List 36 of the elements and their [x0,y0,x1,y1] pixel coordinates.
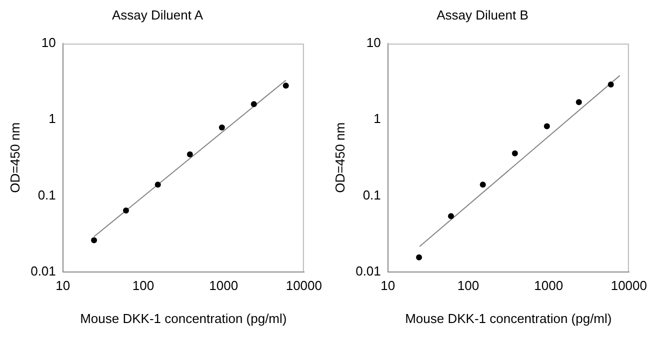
x-tick-label: 10000 [610,278,648,294]
y-axis-title: OD=450 nm [332,122,348,193]
y-tick-label: 1 [48,111,56,126]
point [512,150,518,156]
chart-title: Assay Diluent A [112,7,204,22]
x-tick-label: 100 [457,278,480,294]
x-tick-label: 10000 [286,278,322,294]
point [282,82,289,89]
y-axis-title: OD=450 nm [7,122,22,193]
x-tick-label: 1000 [209,278,238,294]
y-tick-label: 1 [374,111,381,126]
x-axis-title: Mouse DKK-1 concentration (pg/ml) [405,310,612,326]
y-tick-label: 0.1 [38,187,56,202]
point [250,101,257,108]
point [576,99,582,106]
x-axis-title: Mouse DKK-1 concentration (pg/ml) [80,310,287,326]
x-tick-label: 10 [56,278,70,294]
y-tick-label: 10 [366,35,381,50]
x-tick-label: 10 [380,278,396,294]
point [91,237,98,244]
x-tick-label: 100 [132,278,154,294]
chart-title: Assay Diluent B [436,7,528,22]
y-tick-label: 0.01 [356,263,381,278]
point [480,182,486,188]
point [544,123,550,130]
y-tick-label: 0.01 [30,263,56,278]
point [218,124,225,130]
point [186,151,193,158]
point [122,207,129,214]
y-tick-label: 0.1 [362,187,381,202]
x-tick-label: 1000 [534,278,564,294]
point [608,81,614,88]
point [416,254,422,260]
point [154,182,161,188]
y-tick-label: 10 [41,35,56,50]
point [448,213,454,220]
